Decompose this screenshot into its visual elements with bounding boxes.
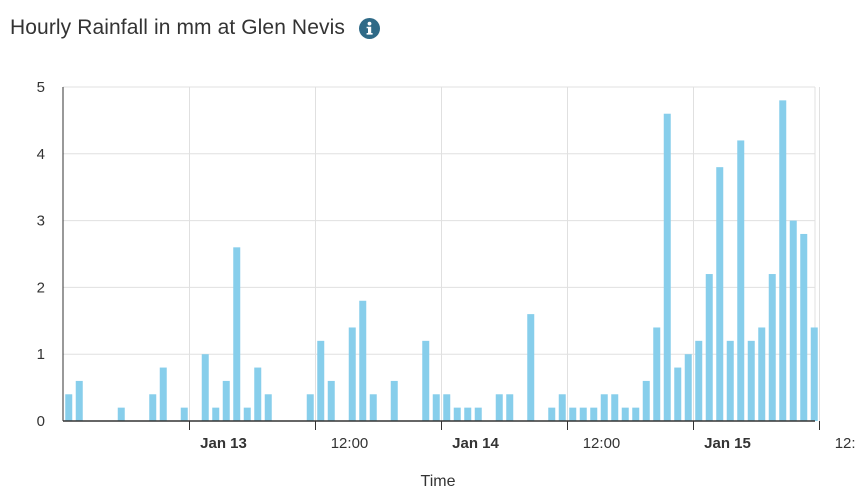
bar bbox=[495, 394, 503, 421]
y-tick-label: 2 bbox=[37, 279, 45, 296]
bar bbox=[758, 327, 766, 421]
bar bbox=[75, 380, 83, 421]
bar bbox=[632, 407, 640, 421]
bar bbox=[443, 394, 451, 421]
bar bbox=[527, 314, 535, 421]
bar bbox=[233, 247, 241, 421]
x-tick-label: Jan 14 bbox=[452, 435, 499, 452]
x-tick-label: 12:00 bbox=[331, 435, 369, 452]
bar bbox=[65, 394, 73, 421]
bar bbox=[768, 274, 776, 421]
y-tick-label: 3 bbox=[37, 213, 45, 230]
bar bbox=[506, 394, 514, 421]
info-icon[interactable] bbox=[358, 17, 380, 39]
bar bbox=[212, 407, 220, 421]
bar bbox=[243, 407, 251, 421]
bar bbox=[422, 340, 430, 421]
bar bbox=[590, 407, 598, 421]
bar bbox=[642, 380, 650, 421]
x-tick-label: 12:00 bbox=[835, 435, 856, 452]
x-axis-label: Time bbox=[421, 473, 456, 490]
bar bbox=[432, 394, 440, 421]
bar bbox=[726, 340, 734, 421]
bar bbox=[611, 394, 619, 421]
bar bbox=[390, 380, 398, 421]
bar bbox=[317, 340, 325, 421]
bar bbox=[453, 407, 461, 421]
y-tick-label: 0 bbox=[37, 413, 45, 430]
y-tick-label: 5 bbox=[37, 79, 45, 96]
bar bbox=[359, 300, 367, 421]
bar bbox=[789, 220, 797, 421]
bar bbox=[716, 167, 724, 421]
bar bbox=[579, 407, 587, 421]
bar bbox=[674, 367, 682, 421]
bar bbox=[548, 407, 556, 421]
bar bbox=[464, 407, 472, 421]
bar bbox=[663, 113, 671, 421]
bar bbox=[327, 380, 335, 421]
bar bbox=[600, 394, 608, 421]
bar bbox=[684, 354, 692, 421]
bar bbox=[737, 140, 745, 421]
chart-title: Hourly Rainfall in mm at Glen Nevis bbox=[10, 16, 345, 39]
x-tick-label: Jan 13 bbox=[200, 435, 247, 452]
bar bbox=[254, 367, 262, 421]
bar bbox=[264, 394, 272, 421]
bar bbox=[621, 407, 629, 421]
x-tick-label: 12:00 bbox=[583, 435, 621, 452]
bar bbox=[369, 394, 377, 421]
y-tick-label: 4 bbox=[37, 146, 45, 163]
bar bbox=[800, 233, 808, 421]
x-tick-label: Jan 15 bbox=[704, 435, 751, 452]
chart-title-row: Hourly Rainfall in mm at Glen Nevis bbox=[10, 12, 380, 44]
bar bbox=[222, 380, 230, 421]
bar bbox=[306, 394, 314, 421]
bar bbox=[569, 407, 577, 421]
bar bbox=[474, 407, 482, 421]
bar bbox=[558, 394, 566, 421]
bar bbox=[180, 407, 188, 421]
bar bbox=[159, 367, 167, 421]
bar bbox=[747, 340, 755, 421]
bar bbox=[779, 100, 787, 422]
bar bbox=[653, 327, 661, 421]
bar bbox=[149, 394, 157, 421]
bar bbox=[117, 407, 125, 421]
bar bbox=[201, 354, 209, 421]
y-tick-label: 1 bbox=[37, 346, 45, 363]
bar bbox=[348, 327, 356, 421]
bar bbox=[705, 274, 713, 421]
bar bbox=[810, 327, 818, 421]
bar bbox=[695, 340, 703, 421]
